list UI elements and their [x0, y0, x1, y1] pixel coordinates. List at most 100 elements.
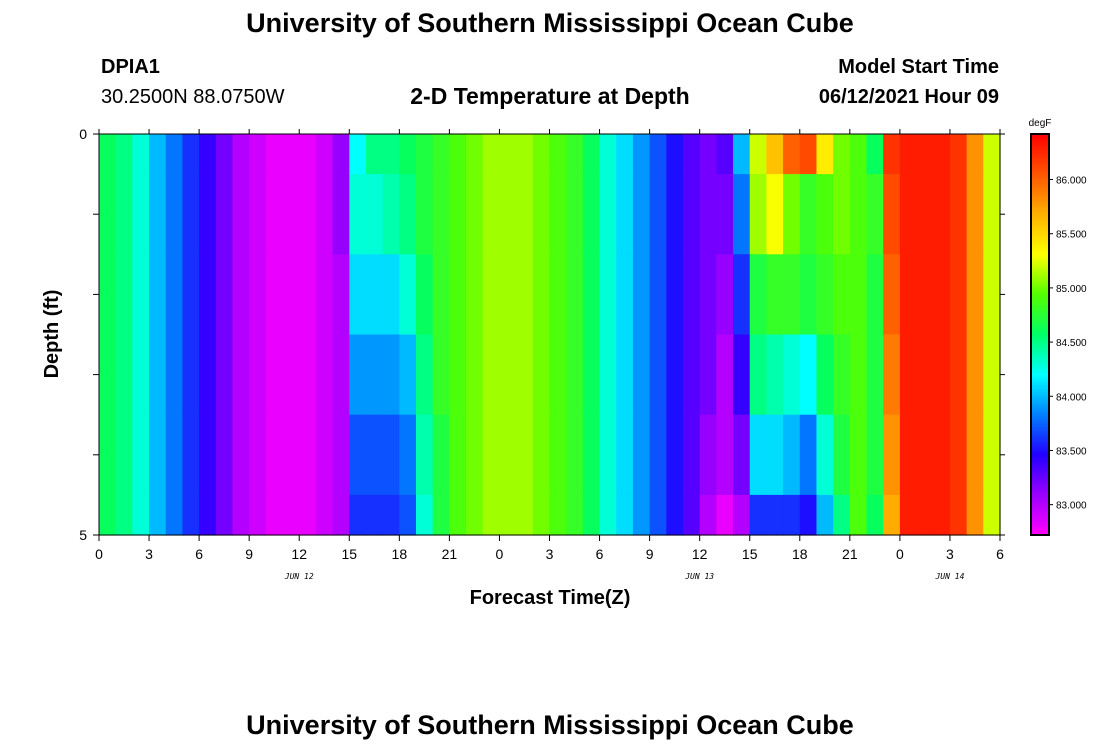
heat-cell [349, 134, 367, 175]
heat-cell [849, 134, 868, 175]
colorbar-tick-label: 85.000 [1056, 284, 1087, 295]
colorbar: 83.000 83.500 84.000 84.500 85.000 85.500 86.0… [1029, 118, 1087, 536]
heat-cell [699, 254, 717, 336]
heat-cell [449, 134, 467, 175]
heat-cell [899, 174, 918, 255]
heat-cell [549, 254, 567, 336]
heat-cell [365, 254, 384, 336]
heat-cell [949, 494, 968, 536]
heat-cell [883, 414, 901, 496]
heat-cell [182, 334, 200, 416]
heat-cell [682, 494, 701, 536]
heat-cell [466, 254, 484, 336]
heat-cell [182, 494, 200, 536]
heat-cell [966, 254, 984, 336]
heat-cell [966, 494, 984, 536]
heat-cell [416, 254, 434, 336]
heat-cell [833, 134, 851, 175]
heat-cell [416, 334, 434, 416]
heat-cell [449, 254, 467, 336]
heat-cell [165, 174, 184, 255]
heat-cell [499, 254, 517, 336]
model-start-time: 06/12/2021 Hour 09 [818, 86, 999, 108]
heat-cell [566, 134, 584, 175]
date-label: JUN 14 [934, 572, 964, 581]
heat-cell [599, 334, 617, 416]
heat-cell [783, 134, 801, 175]
heat-cell [199, 174, 217, 255]
heat-cell [516, 414, 534, 496]
x-tick-label: 6 [596, 546, 604, 562]
heat-cell [382, 254, 400, 336]
heat-cell [899, 134, 918, 175]
heat-cell [866, 494, 884, 536]
heat-cell [966, 334, 984, 416]
heat-cell [799, 174, 818, 255]
heat-cell [482, 414, 501, 496]
heat-cell [99, 414, 117, 496]
heat-cell [849, 494, 868, 536]
heat-cell [99, 254, 117, 336]
heat-cell [682, 254, 701, 336]
heat-cell [382, 134, 400, 175]
heat-cell [365, 134, 384, 175]
heat-cell [632, 254, 651, 336]
heat-cell [766, 134, 784, 175]
heat-cell [215, 134, 234, 175]
heat-cell [466, 414, 484, 496]
heat-cell [399, 414, 417, 496]
heat-cell [883, 174, 901, 255]
heat-cell [749, 174, 768, 255]
heat-cell [382, 174, 400, 255]
heat-cell [649, 134, 667, 175]
heat-cell [899, 334, 918, 416]
heat-cell [115, 134, 133, 175]
heat-cell [849, 174, 868, 255]
heat-cell [649, 174, 667, 255]
heat-cell [632, 174, 651, 255]
heat-cell [616, 414, 634, 496]
heat-cell [833, 414, 851, 496]
heat-cell [132, 254, 150, 336]
heat-cell [232, 334, 250, 416]
heat-cell [349, 334, 367, 416]
heat-cell [983, 414, 1001, 496]
heat-cell [249, 414, 267, 496]
heat-cell [883, 494, 901, 536]
heat-cell [115, 254, 133, 336]
heat-cell [582, 494, 601, 536]
heat-cell [766, 254, 784, 336]
heat-cell [382, 494, 400, 536]
heat-cell [432, 334, 450, 416]
x-tick-label: 6 [195, 546, 203, 562]
heat-cell [983, 334, 1001, 416]
x-tick-label: 6 [996, 546, 1004, 562]
heat-cell [833, 334, 851, 416]
heat-cell [532, 334, 551, 416]
heat-cell [466, 134, 484, 175]
heat-cell [783, 254, 801, 336]
heat-cell [799, 334, 818, 416]
heat-cell [365, 174, 384, 255]
heat-cell [249, 494, 267, 536]
heat-cell [783, 414, 801, 496]
heat-cell [799, 254, 818, 336]
heat-cell [599, 134, 617, 175]
heat-cell [783, 494, 801, 536]
heat-cell [299, 254, 317, 336]
heat-cell [733, 494, 751, 536]
heat-cell [699, 134, 717, 175]
heat-cell [799, 134, 818, 175]
heat-cell [282, 254, 300, 336]
heat-cell [115, 494, 133, 536]
heat-cell [232, 494, 250, 536]
heat-cell [949, 334, 968, 416]
heatmap-cells [99, 134, 1001, 536]
date-label: JUN 13 [684, 572, 714, 581]
heat-cell [249, 334, 267, 416]
heat-cell [949, 134, 968, 175]
heat-cell [616, 494, 634, 536]
heat-cell [983, 494, 1001, 536]
heat-cell [733, 334, 751, 416]
heat-cell [416, 134, 434, 175]
